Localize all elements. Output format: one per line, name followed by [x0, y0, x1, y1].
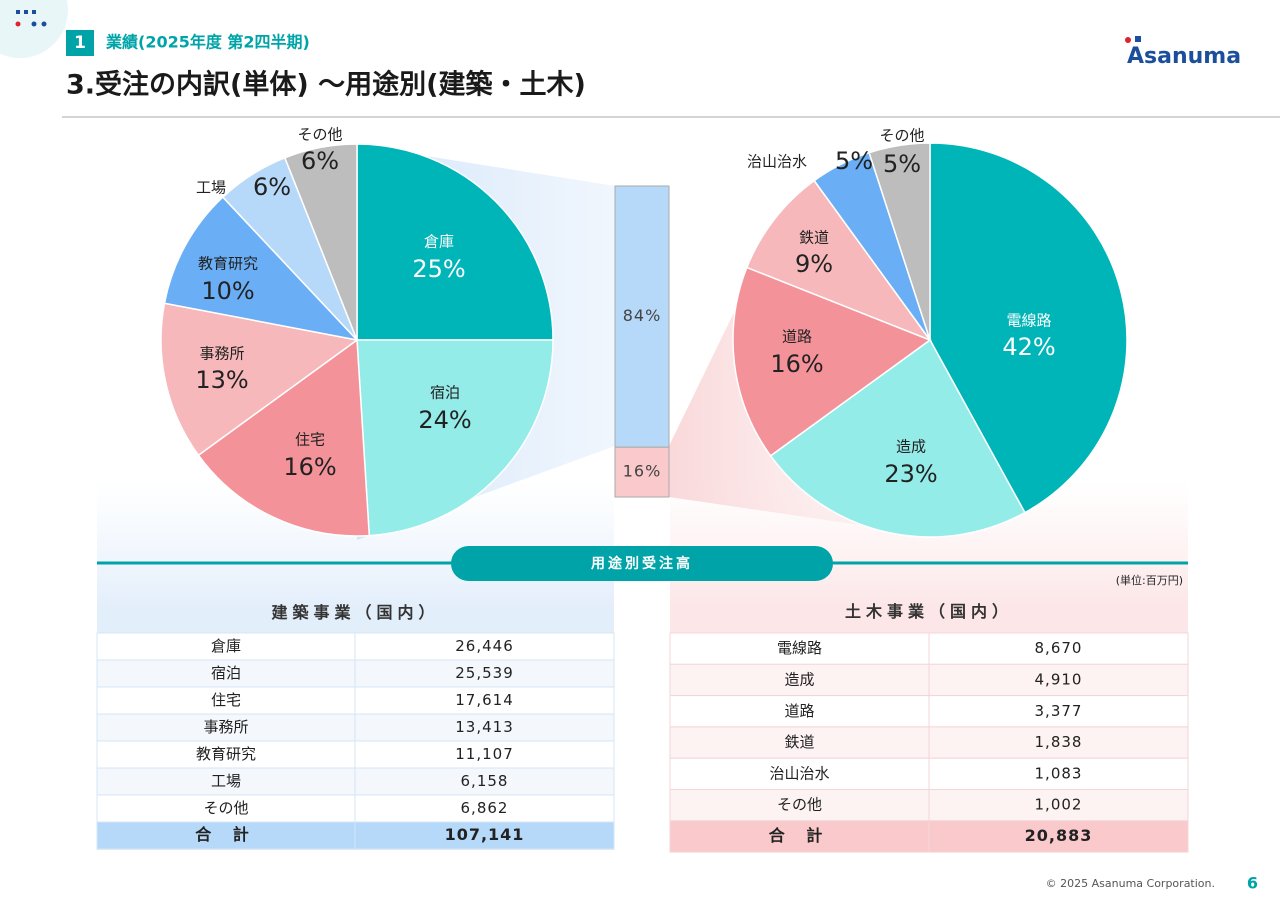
cell-label: 工場: [211, 772, 241, 790]
table-title: 土木事業（国内）: [845, 602, 1013, 621]
pie-slice: [356, 339, 554, 537]
slice-value: 9%: [795, 250, 833, 278]
pie-slice: [769, 338, 1026, 538]
bar-segment: [614, 185, 670, 448]
charts: 倉庫 25% 宿泊 24% 住宅 16% 事務所 13% 教育研究 10% 工場 6% その他 6% 84%…: [160, 126, 1128, 538]
cell-label: 倉庫: [211, 637, 241, 655]
slice-value: 5%: [883, 150, 921, 178]
logo-dot: [1125, 37, 1131, 43]
page-number: 6: [1247, 874, 1258, 893]
slice-value: 13%: [195, 366, 248, 394]
cell-value: 6,862: [461, 799, 509, 817]
slice-label: 教育研究: [198, 255, 258, 273]
pie-slice: [732, 266, 932, 457]
logo: Asanuma: [1127, 44, 1241, 69]
pie-slice: [356, 143, 554, 341]
cell-label: 合 計: [769, 826, 831, 845]
slice-value: 10%: [201, 277, 254, 305]
cell-label: 合 計: [195, 825, 257, 844]
cell-value: 6,158: [461, 772, 509, 790]
slice-label: その他: [297, 126, 342, 144]
slice-label: 鉄道: [799, 229, 829, 247]
pie-slice: [283, 143, 358, 341]
slice-value: 42%: [1002, 333, 1055, 361]
slice-label: 事務所: [199, 345, 244, 363]
bar-segment: [614, 446, 670, 498]
pie-slice: [745, 179, 933, 342]
cell-value: 17,614: [455, 691, 514, 709]
cell-value: 25,539: [455, 664, 514, 682]
cell-label: 治山治水: [769, 764, 829, 782]
section-number: 1: [74, 33, 86, 53]
cell-label: 住宅: [211, 691, 241, 709]
cell-label: 道路: [784, 702, 814, 720]
slice-label: その他: [879, 127, 924, 145]
cell-label: 宿泊: [211, 664, 241, 682]
cell-label: 事務所: [203, 718, 248, 736]
section-label: 用途別受注高: [591, 555, 693, 572]
cell-label: 教育研究: [196, 745, 256, 763]
cell-label: その他: [777, 796, 822, 814]
dots: [15, 10, 47, 27]
cell-value: 11,107: [455, 745, 514, 763]
slice-label: 造成: [896, 438, 926, 456]
slice-value: 24%: [418, 406, 471, 434]
table-title: 建築事業（国内）: [271, 603, 439, 622]
cell-label: 鉄道: [784, 733, 814, 751]
slice-label: 倉庫: [424, 233, 454, 251]
slice-value: 23%: [884, 460, 937, 488]
copyright: © 2025 Asanuma Corporation.: [1046, 877, 1215, 890]
cell-value: 1,838: [1035, 733, 1083, 751]
pie-slice: [197, 338, 371, 537]
unit: (単位:百万円): [1116, 573, 1183, 587]
slice-label: 電線路: [1006, 312, 1051, 330]
logo-square: [1135, 36, 1141, 42]
slice-value: 5%: [835, 147, 873, 175]
slice-label: 住宅: [295, 431, 325, 449]
page-title: 3.受注の内訳(単体) ～用途別(建築・土木): [66, 69, 586, 101]
slice-label: 工場: [196, 179, 226, 197]
cell-value: 107,141: [445, 825, 525, 844]
section-pill: [451, 546, 833, 581]
cell-value: 3,377: [1035, 702, 1083, 720]
slice-value: 25%: [412, 255, 465, 283]
cell-value: 1,083: [1035, 764, 1083, 782]
slice-value: 16%: [770, 350, 823, 378]
cell-value: 13,413: [455, 718, 514, 736]
section-title: 業績(2025年度 第2四半期): [105, 33, 310, 52]
bar-label: 16%: [623, 462, 662, 481]
cell-label: 造成: [784, 670, 814, 688]
cell-label: その他: [203, 799, 248, 817]
slice-label: 治山治水: [747, 153, 807, 171]
pie-slice: [868, 142, 931, 341]
cell-value: 26,446: [455, 637, 514, 655]
cell-label: 電線路: [777, 639, 822, 657]
slice-label: 宿泊: [430, 384, 460, 402]
pie-slice: [163, 196, 360, 342]
cell-value: 4,910: [1035, 670, 1083, 688]
slice-value: 6%: [301, 147, 339, 175]
slice-label: 道路: [782, 328, 812, 346]
cell-value: 20,883: [1025, 826, 1093, 845]
pie-slice: [929, 142, 1128, 514]
cell-value: 8,670: [1035, 639, 1083, 657]
corner-decoration: [0, 0, 68, 58]
slice-value: 16%: [283, 453, 336, 481]
cell-value: 1,002: [1035, 796, 1083, 814]
bar-label: 84%: [623, 306, 662, 325]
pie-slice: [160, 302, 359, 457]
slice-value: 6%: [253, 173, 291, 201]
tables: 建築事業（国内） 倉庫 26,446 宿泊 25,539 住宅 17,614 事務所 13,41…: [96, 602, 1189, 853]
section-badge: [66, 30, 94, 56]
